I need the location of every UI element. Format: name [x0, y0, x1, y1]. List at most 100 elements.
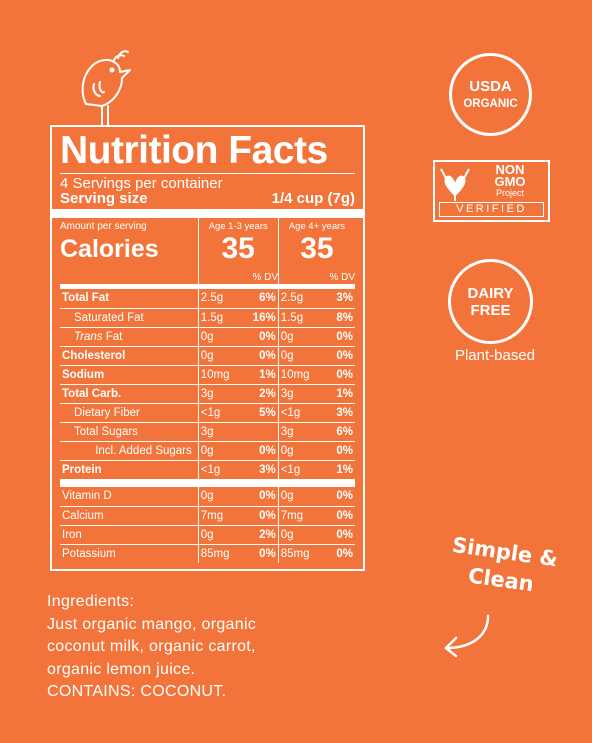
- vitamin-divider: [60, 479, 355, 487]
- dv-2: 0%: [336, 490, 353, 503]
- dv-header-1: % DV: [252, 272, 278, 283]
- nutrient-label: Saturated Fat: [60, 307, 199, 327]
- dv-1: 5%: [238, 402, 279, 422]
- dairy-free-badge: DAIRY FREE: [448, 259, 533, 344]
- amount-1: 1.5g: [197, 307, 239, 327]
- dv-1: 0%: [238, 505, 279, 525]
- amount-1: 0g: [197, 440, 239, 460]
- non-gmo-butterfly-icon: [440, 168, 470, 201]
- ingredients-line-1: Just organic mango, organic: [47, 615, 257, 633]
- ingredients-block: Ingredients: Just organic mango, organic…: [47, 591, 367, 704]
- title-divider: [60, 173, 355, 174]
- bird-icon: [81, 50, 131, 126]
- dv-2: 0%: [316, 364, 355, 384]
- dv-2: 0%: [316, 543, 355, 563]
- arrow-icon: [444, 614, 490, 658]
- servings-per-container: 4 Servings per container: [60, 175, 223, 192]
- table-row: Cholesterol 0g 0% 0g 0%: [60, 345, 355, 365]
- table-row: Calcium 7mg 0% 7mg 0%: [60, 505, 355, 525]
- nutrient-label: Iron: [60, 524, 199, 544]
- serving-size-row: Serving size 1/4 cup (7g): [60, 191, 355, 209]
- amount-2: 0g: [277, 524, 317, 544]
- amount-2: <1g: [277, 459, 317, 479]
- dv-header-2: % DV: [329, 272, 355, 283]
- table-row: Total Sugars 3g 3g 6%: [60, 421, 355, 441]
- nutrient-label: Total Fat: [62, 292, 110, 305]
- organic-text: ORGANIC: [463, 97, 518, 110]
- age-column-1: Age 1-3 years 35: [197, 218, 278, 284]
- tagline: Simple & Clean: [435, 529, 572, 603]
- age-header-2: Age 4+ years: [288, 221, 346, 232]
- dv-1: 2%: [238, 383, 279, 403]
- dv-1: 0%: [238, 345, 279, 365]
- nutrient-label: Potassium: [60, 543, 199, 563]
- calories-value-1: 35: [221, 232, 255, 265]
- table-row: Saturated Fat 1.5g 16% 1.5g 8%: [60, 307, 355, 327]
- amount-1: 0g: [197, 524, 239, 544]
- dv-2: 0%: [316, 524, 355, 544]
- dv-2: 0%: [316, 326, 355, 346]
- amount-1: 3g: [197, 383, 239, 403]
- nutrient-label: Total Sugars: [60, 421, 199, 441]
- calories-block: Amount per serving Calories Age 1-3 year…: [60, 218, 355, 284]
- nutrient-label: Cholesterol: [60, 345, 199, 365]
- nutrient-label: Trans Fat: [60, 326, 199, 346]
- dv-2: 1%: [316, 383, 355, 403]
- nutrition-facts-panel: Nutrition Facts 4 Servings per container…: [50, 125, 365, 571]
- table-row: Dietary Fiber <1g 5% <1g 3%: [60, 402, 355, 422]
- table-row: Total Carb. 3g 2% 3g 1%: [60, 383, 355, 403]
- verified-text: VERIFIED: [439, 202, 544, 217]
- amount-1: <1g: [197, 459, 239, 479]
- ingredients-line-3: organic lemon juice.: [47, 660, 196, 678]
- amount-1: 3g: [197, 421, 239, 441]
- table-row: Protein <1g 3% <1g 1%: [60, 459, 355, 479]
- plant-based-label: Plant-based: [454, 347, 536, 364]
- amount-2: 3g: [277, 383, 317, 403]
- amount-2: <1g: [277, 402, 317, 422]
- dairy-text: DAIRY: [467, 284, 514, 302]
- amount-1: 85mg: [197, 543, 239, 563]
- age-header-1: Age 1-3 years: [208, 221, 268, 232]
- table-row: Sodium 10mg 1% 10mg 0%: [60, 364, 355, 384]
- amount-2: 2.5g: [277, 289, 317, 308]
- age-column-2: Age 4+ years 35: [277, 218, 355, 284]
- serving-size-value: 1/4 cup (7g): [271, 190, 355, 207]
- table-row: Vitamin D 0g 0% 0g 0%: [60, 487, 355, 506]
- table-row: Trans Fat 0g 0% 0g 0%: [60, 326, 355, 346]
- nutrient-table: Total Fat 2.5g 6% 2.5g 3% Saturated Fat …: [60, 289, 355, 563]
- serving-size-label: Serving size: [60, 190, 148, 207]
- nutrient-label: Protein: [60, 459, 199, 479]
- table-row: Incl. Added Sugars 0g 0% 0g 0%: [60, 440, 355, 460]
- amount-2: 7mg: [277, 505, 317, 525]
- dv-1: 0%: [259, 490, 276, 503]
- amount-2: 85mg: [277, 543, 317, 563]
- dv-2: 3%: [316, 402, 355, 422]
- amount-1: 0g: [197, 487, 239, 506]
- amount-2: 0g: [277, 345, 317, 365]
- dv-1: 16%: [238, 307, 279, 327]
- medium-divider: [60, 284, 355, 289]
- usda-organic-seal: USDA ORGANIC: [449, 53, 532, 136]
- contains-allergen: CONTAINS: COCONUT.: [47, 683, 227, 700]
- calories-value-2: 35: [300, 232, 334, 265]
- trans-fat-label: Fat: [102, 330, 123, 343]
- dv-1: 2%: [238, 524, 279, 544]
- project-text: Project: [495, 188, 524, 198]
- nutrient-label: Vitamin D: [62, 490, 112, 503]
- dv-2: 0%: [316, 440, 355, 460]
- amount-1: 2.5g: [197, 289, 239, 308]
- dv-2: 1%: [316, 459, 355, 479]
- dv-1: 1%: [238, 364, 279, 384]
- non-gmo-text: NON GMO Project: [475, 163, 545, 198]
- dv-2: 3%: [336, 292, 353, 305]
- table-row: Iron 0g 2% 0g 0%: [60, 524, 355, 544]
- amount-2: 1.5g: [277, 307, 317, 327]
- usda-text: USDA: [469, 77, 512, 95]
- nutrient-label: Incl. Added Sugars: [60, 440, 199, 460]
- amount-1: 0g: [197, 345, 239, 365]
- amount-2: 0g: [277, 440, 317, 460]
- dv-1: 6%: [259, 292, 276, 305]
- free-text: FREE: [470, 301, 511, 319]
- nutrient-label: Total Carb.: [60, 383, 199, 403]
- dv-2: 0%: [316, 345, 355, 365]
